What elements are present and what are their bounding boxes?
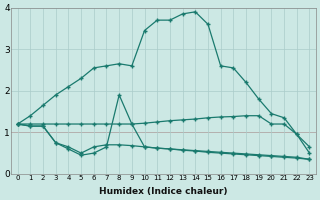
X-axis label: Humidex (Indice chaleur): Humidex (Indice chaleur) xyxy=(99,187,228,196)
